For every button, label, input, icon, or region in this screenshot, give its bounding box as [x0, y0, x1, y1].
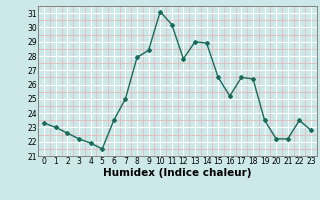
X-axis label: Humidex (Indice chaleur): Humidex (Indice chaleur): [103, 168, 252, 178]
